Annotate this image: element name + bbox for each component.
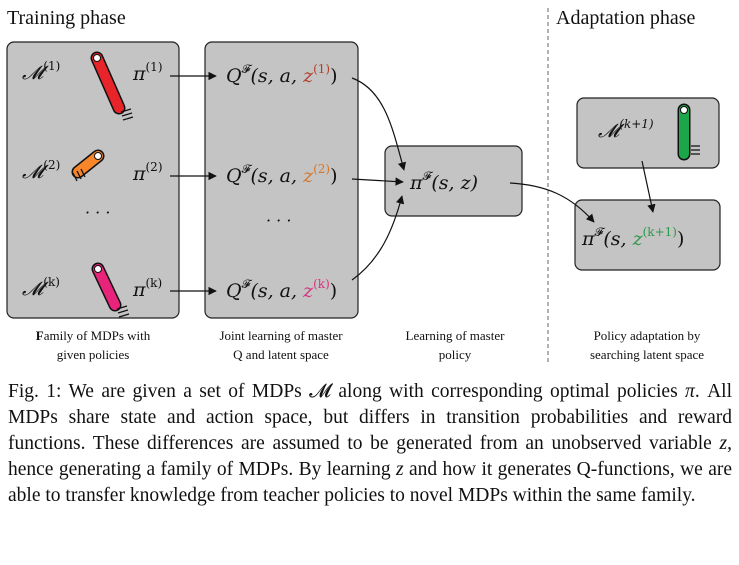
robot-arm-green-icon xyxy=(677,103,700,161)
figure-caption: Fig. 1: We are given a set of MDPs 𝓜 alo… xyxy=(8,379,732,506)
column-label-4-line1: Policy adaptation by xyxy=(594,328,701,343)
mdp-ellipsis: · · · xyxy=(85,203,110,222)
column-label-4-line2: searching latent space xyxy=(590,347,704,362)
adapted-policy-label: π𝓕(s, z(k+1)) xyxy=(581,225,684,250)
adaptation-phase-title: Adaptation phase xyxy=(556,7,696,29)
mdp-1-label: 𝓜(1) xyxy=(22,59,60,84)
new-mdp-label: 𝓜(k+1) xyxy=(598,117,654,142)
column-label-2-line2: Q and latent space xyxy=(233,347,329,362)
caption-set-symbol: 𝓜 xyxy=(309,379,331,402)
policy-1-label: π(1) xyxy=(132,60,163,85)
q-function-box xyxy=(204,41,359,319)
column-label-3-line1: Learning of master xyxy=(406,328,506,343)
mdp-k-label: 𝓜(k) xyxy=(22,275,60,300)
policy-2-label: π(2) xyxy=(132,160,163,185)
column-label-3-line2: policy xyxy=(439,347,472,362)
column-label-2-line1: Joint learning of master xyxy=(219,328,343,343)
adapted-policy-box xyxy=(574,199,721,271)
mdp-family-box xyxy=(6,41,180,319)
arrow-q2-to-master xyxy=(351,177,404,186)
arrow-qk-to-master xyxy=(351,195,405,281)
training-phase-title: Training phase xyxy=(7,7,126,29)
q-function-1: Q𝓕(s, a, z(1)) xyxy=(226,62,338,87)
mdp-2-label: 𝓜(2) xyxy=(22,158,60,183)
robot-arm-orange-icon xyxy=(71,149,105,182)
policy-k-label: π(k) xyxy=(132,276,162,301)
master-policy-label: π𝓕(s, z) xyxy=(409,169,478,194)
q-function-k: Q𝓕(s, a, z(k)) xyxy=(226,277,337,302)
arrow-q1-to-master xyxy=(351,77,407,171)
q-function-2: Q𝓕(s, a, z(2)) xyxy=(226,162,338,187)
column-label-1-line1: Family of MDPs with xyxy=(36,328,151,343)
diagram: Training phase Adaptation phase 𝓜(1) 𝓜(2… xyxy=(6,7,721,362)
arrow-master-to-adapted xyxy=(509,182,595,223)
robot-arm-pink-icon xyxy=(91,262,130,318)
arrow-new-mdp-to-adapted xyxy=(641,160,656,213)
robot-arm-red-icon xyxy=(90,51,134,121)
column-label-1-line2: given policies xyxy=(57,347,130,362)
q-ellipsis: · · · xyxy=(266,211,291,230)
